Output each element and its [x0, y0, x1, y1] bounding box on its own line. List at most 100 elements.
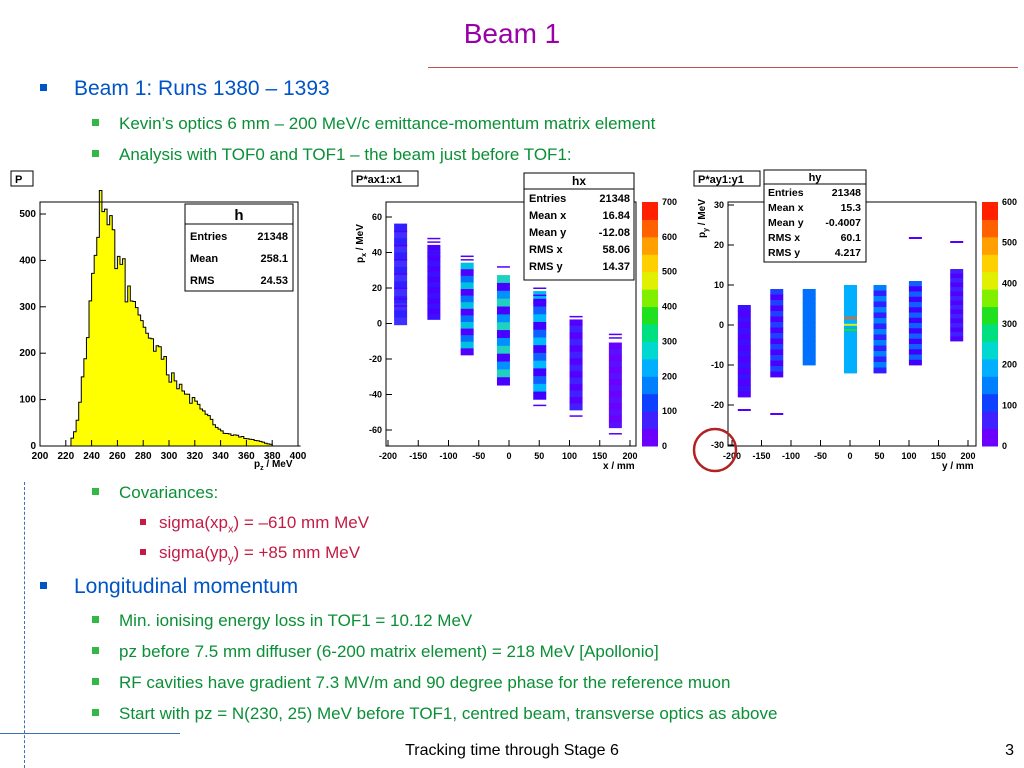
color-scale-step [642, 289, 658, 308]
square-bullet-icon [40, 582, 47, 589]
histogram-bars [40, 190, 301, 447]
phase-space-cell [394, 245, 408, 253]
phase-space-cell [950, 269, 964, 274]
phase-space-cell [460, 302, 474, 310]
phase-space-cell [908, 354, 922, 361]
phase-space-cell [802, 303, 816, 309]
x-tick-label: 280 [135, 451, 152, 462]
color-scale-label: 0 [662, 441, 667, 451]
phase-space-cell [950, 282, 964, 288]
phase-space-cell [908, 237, 922, 239]
phase-space-cell [569, 351, 583, 359]
px-x-axis: -200 -150 -100 -50 0 50 100 150 200 [379, 440, 638, 461]
phase-space-cell [737, 322, 751, 329]
phase-space-cell [608, 333, 622, 336]
color-scale-step [982, 289, 998, 308]
square-bullet-icon [92, 616, 99, 623]
phase-space-cell [427, 314, 441, 320]
phase-space-cell [460, 262, 474, 270]
phase-space-cell [844, 334, 857, 341]
stats-label: Entries [190, 231, 227, 243]
color-scale-label: 100 [662, 406, 677, 416]
phase-space-cell [770, 366, 784, 372]
phase-space-cell [908, 281, 922, 287]
phase-space-cell [873, 334, 887, 341]
phase-space-cell [427, 271, 441, 278]
y-tick-label: -40 [369, 390, 382, 400]
phase-space-cell [737, 310, 751, 317]
x-tick-label: -150 [752, 451, 770, 461]
stats-value: 24.53 [260, 275, 288, 287]
phase-space-cell [394, 310, 408, 318]
y-tick-label: -20 [369, 354, 382, 364]
phase-space-cell [873, 356, 887, 363]
phase-space-cell [737, 316, 751, 323]
phase-space-cell [737, 356, 751, 363]
bullet-text-sub: x [227, 523, 234, 536]
stats-value: -0.4007 [825, 217, 861, 229]
stats-value: 21348 [257, 231, 288, 243]
phase-space-cell [569, 315, 583, 318]
color-scale-label: 700 [662, 197, 677, 207]
phase-space-cell [394, 288, 408, 297]
phase-space-cell [844, 318, 857, 324]
phase-space-cell [844, 329, 857, 331]
stats-label: RMS y [529, 261, 564, 273]
momentum-histogram: P 0 100 200 300 400 500 200 220 240 260 280 300 320… [10, 170, 307, 472]
y-tick-label: 60 [372, 212, 382, 222]
bullet-longitudinal: Longitudinal momentum [40, 575, 298, 599]
histogram-plot-area [40, 190, 301, 447]
color-scale-label: 600 [1002, 197, 1017, 207]
phase-space-cell [802, 289, 816, 295]
stats-label: Mean [190, 253, 218, 265]
x-tick-label: 200 [622, 451, 637, 461]
y-tick-label: 10 [714, 280, 724, 290]
phase-space-cell [460, 335, 474, 343]
phase-space-cell [608, 372, 622, 380]
slide-title: Beam 1 [463, 18, 561, 49]
phase-space-cell [608, 385, 622, 392]
phase-space-cell [844, 362, 857, 368]
color-scale-step [642, 428, 658, 447]
px-color-scale: 0 100 200 300 400 500 600 700 [642, 197, 677, 451]
x-tick-label: 320 [186, 451, 203, 462]
x-tick-label: 220 [57, 451, 74, 462]
px-plot-tag: P*ax1:x1 [356, 174, 402, 186]
phase-space-cell [802, 341, 816, 347]
phase-space-cell [802, 346, 816, 352]
phase-space-cell [460, 321, 474, 329]
phase-space-cell [496, 298, 510, 307]
color-scale-step [982, 271, 998, 290]
phase-space-cell [737, 385, 751, 392]
phase-space-cell [608, 366, 622, 374]
stats-label: Entries [768, 187, 804, 199]
phase-space-cell [844, 351, 857, 357]
x-tick-label: 400 [290, 451, 307, 462]
color-scale-step [642, 202, 658, 220]
y-tick-label: 0 [30, 441, 36, 452]
color-scale-step [642, 341, 658, 360]
phase-space-cell [950, 318, 964, 324]
color-scale-step [642, 306, 658, 325]
phase-space-cell [394, 295, 408, 304]
color-scale-label: 400 [662, 302, 677, 312]
footer-rule [0, 733, 180, 734]
phase-space-cell [427, 292, 441, 299]
py-stats-box: hy Entries 21348 Mean x 15.3 Mean y -0.4007 RM… [763, 169, 867, 263]
phase-space-cell [802, 298, 816, 304]
phase-space-cell [802, 350, 816, 356]
x-tick-label: 260 [109, 451, 126, 462]
bullet-text-sub: y [227, 553, 234, 566]
color-scale-label: 100 [1002, 400, 1017, 410]
phase-space-cell [844, 367, 857, 374]
color-scale-step [982, 202, 998, 220]
square-bullet-icon [140, 519, 146, 525]
phase-space-cell [908, 286, 922, 292]
phase-space-cell [950, 327, 964, 333]
phase-space-cell [873, 301, 887, 308]
phase-space-cell [427, 237, 441, 240]
bullet-optics: Kevin’s optics 6 mm – 200 MeV/c emittanc… [92, 114, 655, 134]
phase-space-cell [950, 314, 964, 319]
phase-space-cell [427, 282, 441, 288]
x-tick-label: -100 [782, 451, 800, 461]
